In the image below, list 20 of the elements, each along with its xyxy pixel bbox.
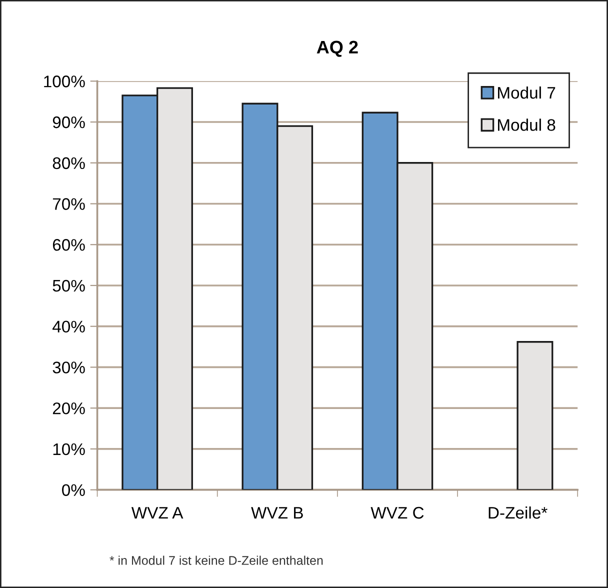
y-tick-label: 90% (52, 116, 85, 128)
y-tick-label: 10% (53, 443, 85, 456)
x-tick-label: WVZ B (251, 507, 303, 519)
x-tick-label: WVZ C (370, 506, 424, 519)
y-tick-label: 80% (52, 157, 85, 170)
y-tick-label: 60% (52, 239, 85, 251)
y-tick-label: 100% (44, 76, 85, 88)
chart-title: AQ 2 (316, 40, 358, 57)
y-tick-label: 20% (52, 402, 85, 414)
x-tick-label: D-Zeile* (488, 506, 548, 519)
y-tick-label: 40% (52, 320, 85, 333)
legend-label: Modul 7 (498, 86, 556, 99)
x-tick-label: WVZ A (131, 507, 184, 519)
y-tick-label: 50% (52, 280, 85, 292)
y-tick-label: 70% (52, 198, 85, 210)
y-tick-label: 30% (52, 362, 85, 374)
bar (516, 341, 554, 490)
y-tick-label: 0% (62, 484, 85, 496)
legend-label: Modul 8 (498, 118, 556, 131)
text: * in Modul 7 ist keine D-Zeile enthalten (110, 556, 323, 565)
